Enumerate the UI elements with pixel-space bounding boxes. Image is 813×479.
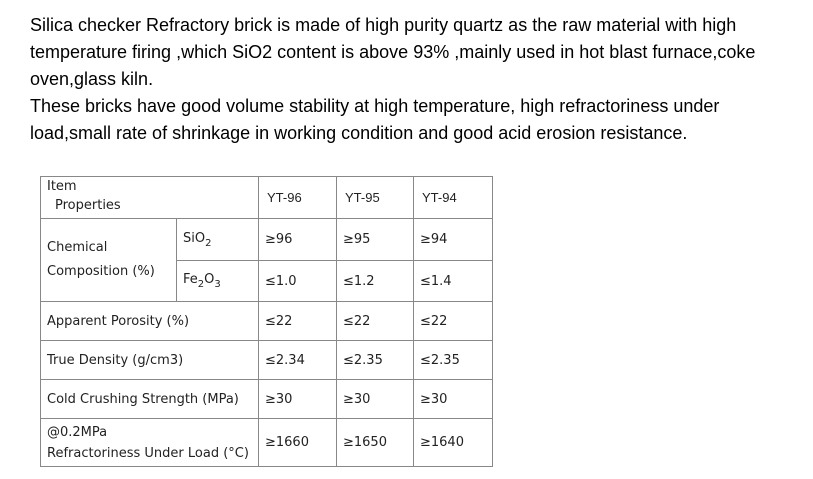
value-cell: ≤2.35 — [336, 340, 414, 380]
value-cell: ≤22 — [413, 301, 493, 341]
label-cell: Apparent Porosity (%) — [40, 301, 259, 341]
value-cell: ≤22 — [336, 301, 414, 341]
label-cell: Fe2O3 — [176, 260, 259, 302]
grade-cell: YT-95 — [336, 176, 414, 219]
value-cell: ≥30 — [336, 379, 414, 419]
value-cell: ≥94 — [413, 218, 493, 261]
label-text: O — [204, 272, 215, 287]
group-cell: Chemical Composition (%) — [40, 218, 177, 302]
value-cell: ≤1.0 — [258, 260, 337, 302]
label-cell: SiO2 — [176, 218, 259, 261]
grade-cell: YT-96 — [258, 176, 337, 219]
paragraph: Silica checker Refractory brick is made … — [30, 15, 756, 89]
label-cell: True Density (g/cm3) — [40, 340, 259, 380]
value-cell: ≥96 — [258, 218, 337, 261]
spec-table: Item Properties YT-96 YT-95 YT-94 Chemic… — [40, 176, 493, 467]
value-cell: ≤2.34 — [258, 340, 337, 380]
value-cell: ≤1.4 — [413, 260, 493, 302]
header-text: Item — [47, 179, 77, 194]
header-cell: Item Properties — [40, 176, 259, 219]
label-text: @0.2MPa — [47, 424, 108, 440]
description: Silica checker Refractory brick is made … — [30, 12, 790, 147]
subscript: 2 — [197, 279, 205, 290]
grade-cell: YT-94 — [413, 176, 493, 219]
label-cell: Cold Crushing Strength (MPa) — [40, 379, 259, 419]
label-text: SiO — [183, 230, 206, 246]
value-cell: ≥1660 — [258, 418, 337, 467]
value-cell: ≥30 — [413, 379, 493, 419]
value-cell: ≥30 — [258, 379, 337, 419]
row: @0.2MPa Refractoriness Under Load (°C) ≥… — [40, 418, 493, 467]
subscript: 3 — [214, 279, 221, 290]
label-cell: @0.2MPa Refractoriness Under Load (°C) — [40, 418, 259, 467]
row: Cold Crushing Strength (MPa) ≥30 ≥30 ≥30 — [40, 379, 493, 419]
label-text: Fe — [183, 272, 198, 287]
header-row: Item Properties YT-96 YT-95 YT-94 — [40, 176, 493, 219]
value-cell: ≥1640 — [413, 418, 493, 467]
value-cell: ≥95 — [336, 218, 414, 261]
header-text: Properties — [55, 198, 121, 213]
paragraph: These bricks have good volume stability … — [30, 96, 720, 143]
value-cell: ≥1650 — [336, 418, 414, 467]
row: Chemical Composition (%) SiO2 ≥96 ≥95 ≥9… — [40, 218, 493, 302]
label-text: Refractoriness Under Load (°C) — [47, 445, 249, 461]
row: Apparent Porosity (%) ≤22 ≤22 ≤22 — [40, 301, 493, 341]
subscript: 2 — [205, 237, 212, 249]
value-cell: ≤2.35 — [413, 340, 493, 380]
value-cell: ≤1.2 — [336, 260, 414, 302]
value-cell: ≤22 — [258, 301, 337, 341]
row: True Density (g/cm3) ≤2.34 ≤2.35 ≤2.35 — [40, 340, 493, 380]
